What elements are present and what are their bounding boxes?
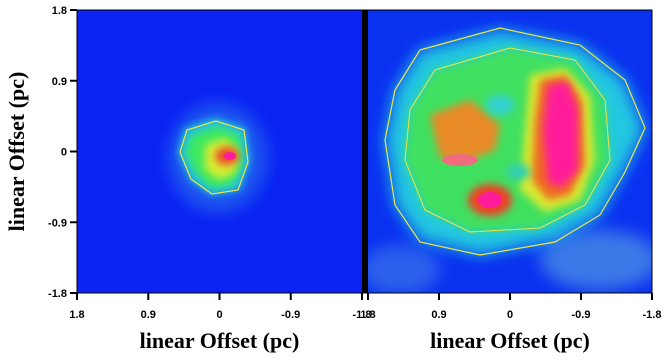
y-tick-label: -0.9 [48, 217, 67, 229]
y-tick-label: 1.8 [52, 5, 67, 17]
left-image [77, 10, 362, 293]
x-tick-label: 0 [216, 309, 222, 321]
x-tick-label: 1.8 [360, 309, 375, 321]
x-axis-label: linear Offset (pc) [430, 328, 590, 353]
x-tick-label: 0.9 [431, 309, 446, 321]
y-tick-label: 0 [61, 147, 67, 159]
panel-separator [362, 10, 368, 293]
x-tick-label: 1.8 [69, 309, 84, 321]
x-tick-label: -1.8 [353, 309, 372, 321]
x-tick-label: 0 [507, 309, 513, 321]
right-image [368, 10, 652, 293]
y-axis-label: linear Offset (pc) [4, 72, 29, 232]
x-tick-label: 0.9 [141, 309, 156, 321]
x-tick-label: -1.8 [643, 309, 662, 321]
y-tick-label: 0.9 [52, 76, 67, 88]
x-tick-label: -0.9 [281, 309, 300, 321]
x-tick-label: -0.9 [572, 309, 591, 321]
x-axis-label: linear Offset (pc) [140, 328, 300, 353]
y-tick-label: -1.8 [48, 288, 67, 300]
